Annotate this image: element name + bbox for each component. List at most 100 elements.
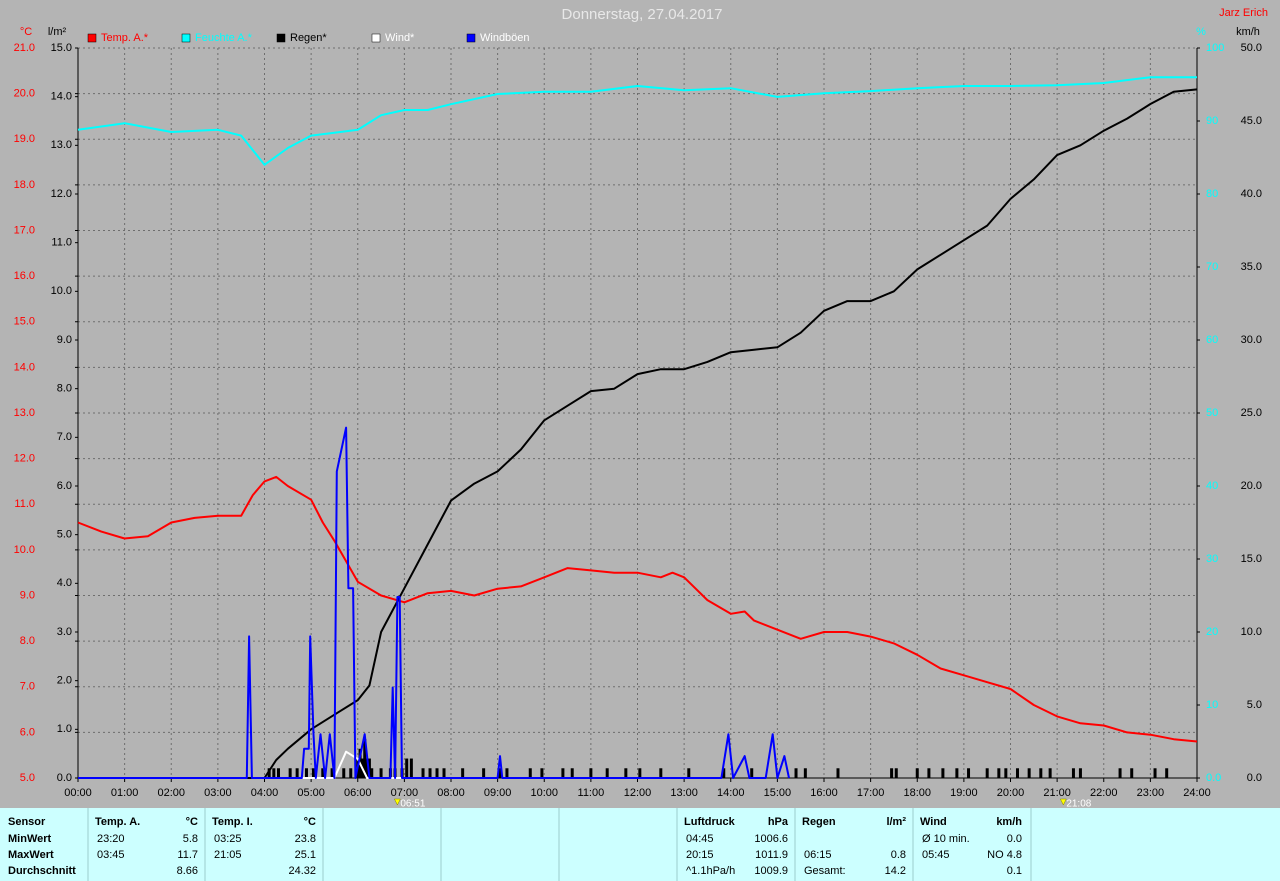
- table-cell-time: 23:20: [97, 833, 125, 845]
- table-cell-value: 11.7: [177, 849, 198, 861]
- y-tick-label: 18.0: [14, 179, 35, 191]
- table-cell-time: 21:05: [214, 849, 242, 861]
- chart-title: Donnerstag, 27.04.2017: [562, 6, 723, 23]
- rain-bar: [561, 768, 565, 778]
- rain-bar: [659, 768, 663, 778]
- table-column-unit: l/m²: [886, 816, 906, 828]
- series-line: [77, 76, 1197, 166]
- legend-label: Regen*: [290, 32, 327, 44]
- table-column-title: Temp. I.: [212, 816, 253, 828]
- x-tick-label: 04:00: [251, 787, 279, 799]
- y-tick-label: 11.0: [51, 237, 72, 249]
- y-tick-label: 12.0: [14, 453, 35, 465]
- rain-bar: [605, 768, 609, 778]
- legend-label: Wind*: [385, 32, 415, 44]
- x-tick-label: 22:00: [1090, 787, 1118, 799]
- x-tick-label: 03:00: [204, 787, 232, 799]
- rain-bar: [890, 768, 894, 778]
- y-tick-label: 40.0: [1241, 188, 1262, 200]
- y-tick-label: 2.0: [57, 675, 72, 687]
- x-tick-label: 05:00: [297, 787, 325, 799]
- x-tick-label: 08:00: [437, 787, 465, 799]
- x-tick-label: 15:00: [764, 787, 792, 799]
- sun-time: 21:08: [1066, 799, 1091, 810]
- x-tick-label: 06:00: [344, 787, 372, 799]
- axis-unit: °C: [20, 26, 32, 38]
- series-line: [78, 426, 790, 779]
- rain-bar: [927, 768, 931, 778]
- rain-bar: [915, 768, 919, 778]
- y-tick-label: 5.0: [20, 772, 35, 784]
- legend-swatch: [371, 33, 381, 43]
- y-tick-label: 5.0: [1247, 699, 1262, 711]
- table-column-unit: km/h: [996, 816, 1022, 828]
- y-tick-label: 21.0: [14, 42, 35, 54]
- y-tick-label: 20: [1206, 626, 1218, 638]
- y-tick-label: 20.0: [1241, 480, 1262, 492]
- table-column-unit: °C: [186, 816, 198, 828]
- rain-bar: [342, 768, 346, 778]
- table-column-unit: °C: [304, 816, 316, 828]
- y-tick-label: 11.0: [14, 498, 35, 510]
- rain-bar: [498, 768, 502, 778]
- rain-bar: [1004, 768, 1008, 778]
- rain-bar: [428, 768, 432, 778]
- legend-swatch: [276, 33, 286, 43]
- table-row-label: MaxWert: [8, 849, 54, 861]
- rain-bar: [1071, 768, 1075, 778]
- x-tick-label: 12:00: [624, 787, 652, 799]
- x-tick-label: 00:00: [64, 787, 92, 799]
- y-tick-label: 60: [1206, 334, 1218, 346]
- rain-bar: [1078, 768, 1082, 778]
- rain-bar: [528, 768, 532, 778]
- table-cell-value: 8.66: [177, 865, 198, 877]
- y-tick-label: 10: [1206, 699, 1218, 711]
- table-cell-value: 0.8: [891, 849, 906, 861]
- table-cell-time: 03:45: [97, 849, 125, 861]
- y-tick-label: 50.0: [1241, 42, 1262, 54]
- rain-bar: [461, 768, 465, 778]
- rain-bar: [405, 758, 409, 778]
- y-tick-label: 9.0: [57, 334, 72, 346]
- y-tick-label: 70: [1206, 261, 1218, 273]
- y-tick-label: 15.0: [14, 316, 35, 328]
- x-tick-label: 24:00: [1183, 787, 1211, 799]
- rain-bar: [288, 768, 292, 778]
- x-tick-label: 14:00: [717, 787, 745, 799]
- legend-swatch: [466, 33, 476, 43]
- x-tick-label: 18:00: [903, 787, 931, 799]
- table-cell-time: Gesamt:: [804, 865, 846, 877]
- x-tick-label: 23:00: [1137, 787, 1165, 799]
- x-tick-label: 17:00: [857, 787, 885, 799]
- table-background: [0, 808, 1280, 881]
- sun-time: 06:51: [400, 799, 425, 810]
- axis-unit: km/h: [1236, 26, 1260, 38]
- rain-bar: [482, 768, 486, 778]
- table-column-title: Wind: [920, 816, 947, 828]
- x-tick-label: 10:00: [530, 787, 558, 799]
- y-tick-label: 100: [1206, 42, 1224, 54]
- rain-bar: [421, 768, 425, 778]
- rain-bar: [379, 768, 383, 778]
- y-tick-label: 9.0: [20, 589, 35, 601]
- y-tick-label: 50: [1206, 407, 1218, 419]
- y-tick-label: 16.0: [14, 270, 35, 282]
- y-tick-label: 8.0: [57, 383, 72, 395]
- y-tick-label: 45.0: [1241, 115, 1262, 127]
- rain-bar: [1130, 768, 1134, 778]
- y-tick-label: 13.0: [14, 407, 35, 419]
- rain-bar: [304, 768, 308, 778]
- rain-bar: [794, 768, 798, 778]
- rain-bar: [1027, 768, 1031, 778]
- y-tick-label: 10.0: [51, 285, 72, 297]
- table-row-label: Durchschnitt: [8, 865, 76, 877]
- y-tick-label: 7.0: [57, 431, 72, 443]
- rain-bar: [967, 768, 971, 778]
- rain-bar: [836, 768, 840, 778]
- rain-bar: [295, 768, 299, 778]
- y-tick-label: 7.0: [20, 681, 35, 693]
- rain-bar: [505, 768, 509, 778]
- rain-bar: [272, 768, 276, 778]
